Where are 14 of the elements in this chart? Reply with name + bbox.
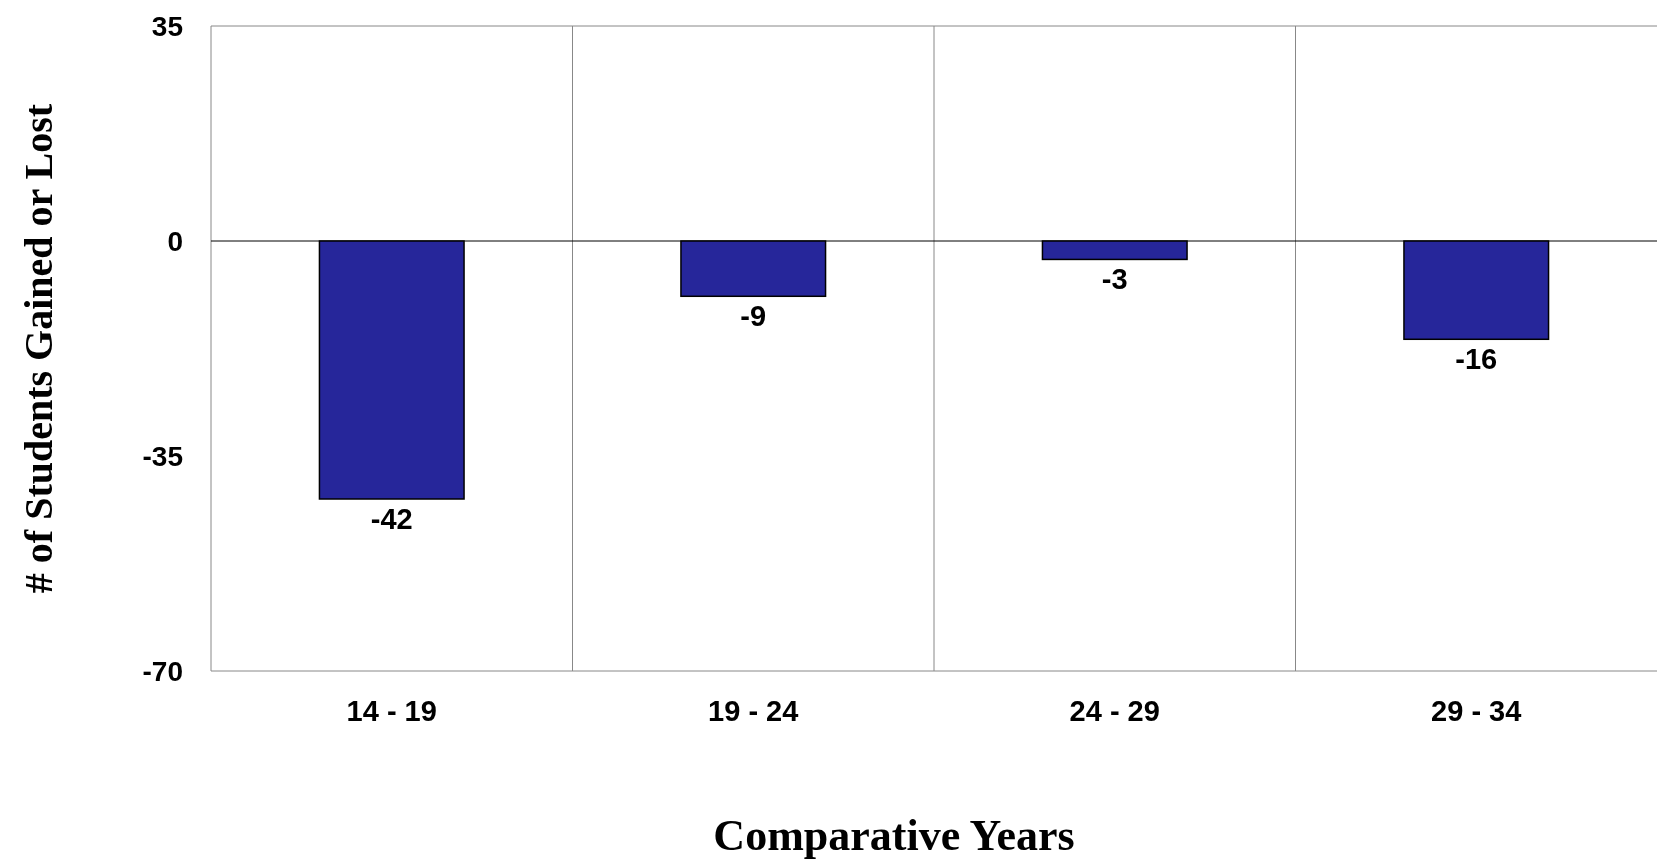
data-label: -3 [1101, 263, 1128, 296]
data-label: -42 [370, 503, 413, 535]
x-tick-label: 24 - 29 [1069, 695, 1160, 727]
data-label: -16 [1455, 343, 1498, 376]
y-tick-label: 0 [167, 225, 183, 257]
y-tick-label: -35 [142, 440, 183, 472]
x-tick-label: 29 - 34 [1431, 695, 1522, 727]
y-tick-label: 35 [151, 10, 183, 42]
x-tick-label: 14 - 19 [346, 695, 437, 727]
y-axis-title: # of Students Gained or Lost [16, 103, 61, 594]
y-tick-label: -70 [142, 655, 183, 687]
x-tick-label: 19 - 24 [708, 695, 799, 727]
x-axis-title: Comparative Years [713, 811, 1075, 860]
data-label: -9 [740, 300, 767, 333]
